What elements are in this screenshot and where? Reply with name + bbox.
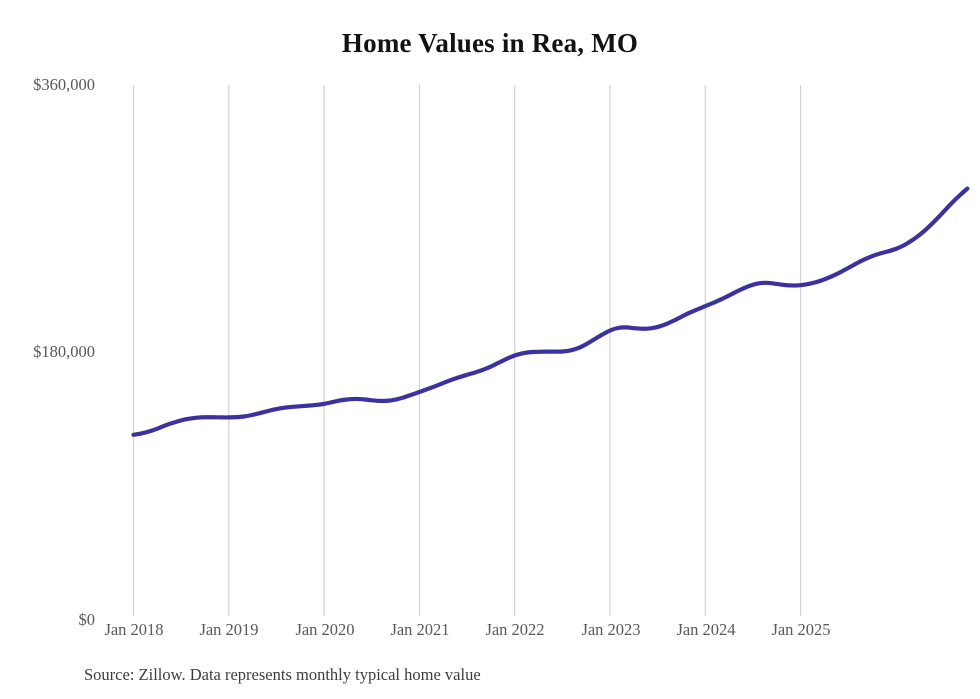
x-axis-tick-label-jan-2025: Jan 2025 (771, 620, 831, 639)
y-axis-tick-label-180000: $180,000 (33, 342, 95, 361)
x-axis-tick-label-jan-2018: Jan 2018 (104, 620, 164, 639)
x-axis-tick-label-jan-2019: Jan 2019 (199, 620, 259, 639)
x-axis-tick-label-jan-2021: Jan 2021 (390, 620, 450, 639)
y-axis-tick-label-360000: $360,000 (33, 75, 95, 94)
source-note: Source: Zillow. Data represents monthly … (84, 665, 481, 684)
y-axis-tick-label-0: $0 (78, 610, 96, 629)
x-axis-tick-label-jan-2022: Jan 2022 (485, 620, 545, 639)
chart-title: Home Values in Rea, MO (341, 28, 639, 58)
gridlines-group (132, 85, 802, 616)
x-axis-tick-label-jan-2020: Jan 2020 (295, 620, 355, 639)
home-value-line (131, 186, 970, 437)
x-axis-tick-label-jan-2023: Jan 2023 (581, 620, 641, 639)
x-axis-tick-label-jan-2024: Jan 2024 (676, 620, 736, 639)
